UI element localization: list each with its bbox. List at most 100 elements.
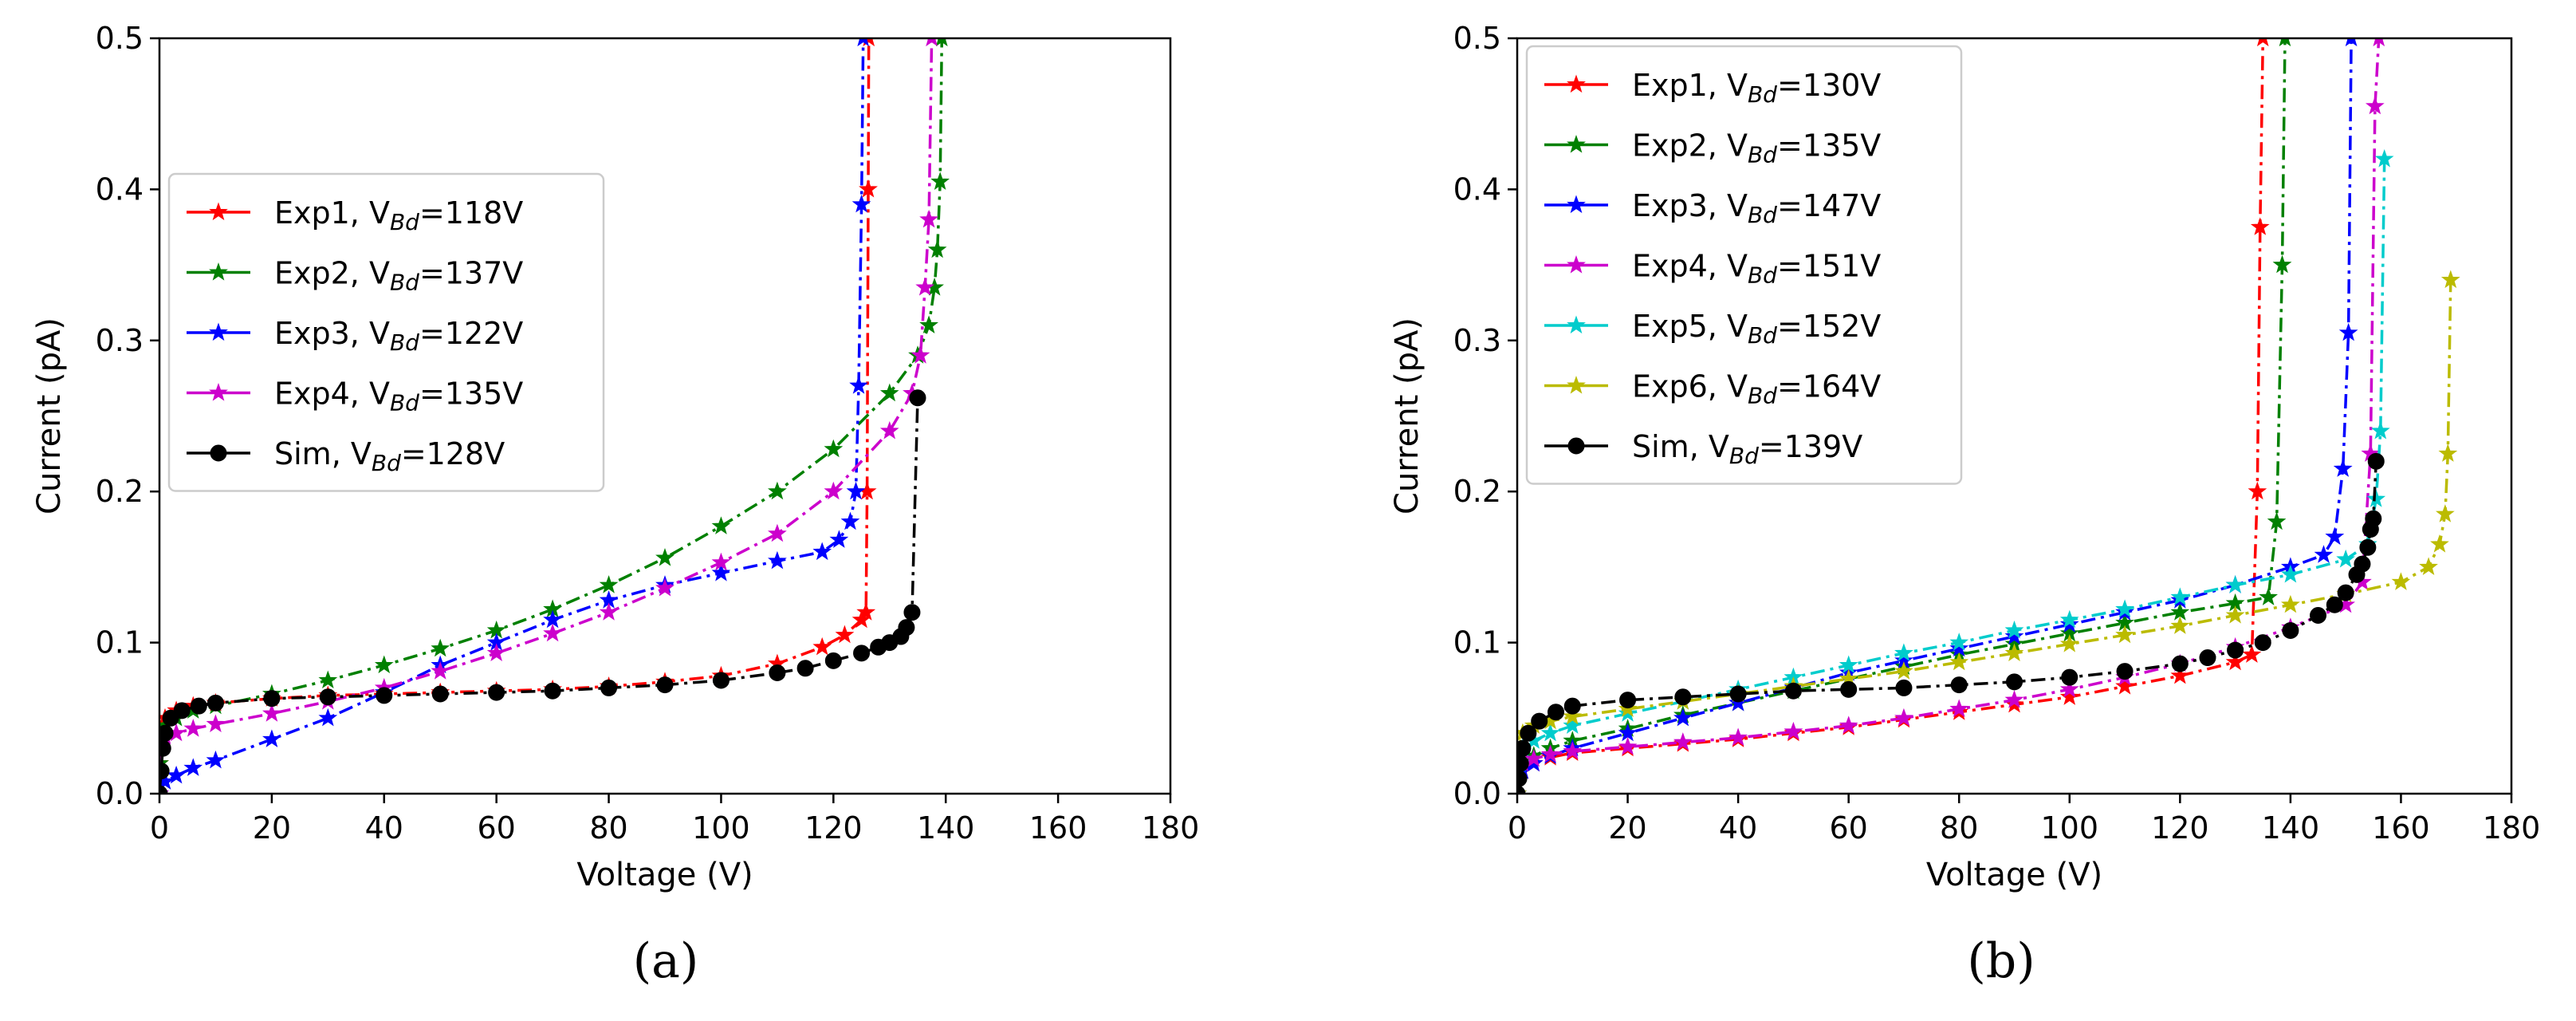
x-tick-label: 60 <box>477 810 515 846</box>
plot-area <box>159 38 950 794</box>
data-point <box>857 38 869 47</box>
data-point <box>2004 690 2024 708</box>
data-point <box>2170 616 2190 634</box>
data-point <box>183 758 203 776</box>
data-point <box>1540 723 1560 742</box>
data-point <box>1895 679 1913 696</box>
data-point <box>2279 38 2291 47</box>
data-point <box>711 552 731 571</box>
data-point <box>2374 149 2394 168</box>
series-sim <box>159 389 926 794</box>
x-tick-label: 140 <box>2262 810 2320 846</box>
data-point <box>167 765 186 784</box>
data-point <box>879 383 899 402</box>
data-point <box>1563 741 1583 760</box>
data-point <box>431 638 450 657</box>
data-point <box>543 623 563 642</box>
legend: Exp1, VBd=118V Exp2, VBd=137V Exp3, VBd=12… <box>167 172 605 492</box>
data-point <box>600 679 618 696</box>
legend-entry: Sim, VBd=128V <box>274 436 505 476</box>
y-tick-label: 0.5 <box>1453 21 1501 56</box>
data-point <box>2061 668 2078 686</box>
data-point <box>2326 596 2343 613</box>
data-point <box>927 239 947 258</box>
data-point <box>1618 736 1638 755</box>
data-point <box>2371 420 2390 440</box>
data-point <box>206 714 226 733</box>
data-point <box>2438 443 2458 462</box>
data-point <box>2366 489 2386 507</box>
data-point <box>909 389 926 407</box>
data-point <box>812 542 832 561</box>
data-point <box>1840 680 1858 698</box>
legend-marker <box>1567 74 1586 93</box>
data-point <box>431 685 449 703</box>
x-tick-label: 120 <box>2151 810 2209 846</box>
data-point <box>2359 538 2377 556</box>
data-point <box>2338 322 2358 341</box>
data-point <box>1949 638 1969 657</box>
legend-entry: Exp3, VBd=147V <box>1632 188 1881 228</box>
data-point <box>488 684 505 701</box>
data-point <box>1729 685 1747 703</box>
legend-entry: Exp3, VBd=122V <box>274 316 523 356</box>
panel-label-a: (a) <box>632 933 699 989</box>
data-point <box>2259 587 2278 605</box>
data-point <box>2435 504 2455 522</box>
x-tick-label: 180 <box>2483 810 2541 846</box>
data-point <box>2115 676 2134 695</box>
data-point <box>1517 770 1528 787</box>
data-point <box>910 345 930 364</box>
x-tick-label: 20 <box>253 810 291 846</box>
chart-panel-a: 0 20 40 60 80 100 120 140 160 180 0.0 0.1 0.2 0.3 0.4 0… <box>31 21 1199 893</box>
y-axis-label: Current (pA) <box>1389 317 1426 514</box>
data-point <box>262 729 281 747</box>
data-point <box>898 619 915 637</box>
legend-marker <box>1567 437 1585 455</box>
series-sim <box>1517 452 2385 794</box>
data-point <box>1728 727 1748 746</box>
data-point <box>543 609 562 629</box>
data-point <box>2242 645 2262 663</box>
x-tick-label: 120 <box>804 810 863 846</box>
data-point <box>829 530 849 548</box>
data-point <box>376 687 393 704</box>
x-tick-label: 140 <box>917 810 975 846</box>
x-tick-label: 60 <box>1829 810 1867 846</box>
series-line-sim <box>1517 461 2378 794</box>
y-tick-label: 0.0 <box>1453 776 1501 811</box>
data-point <box>2365 96 2385 115</box>
data-point <box>2171 655 2189 672</box>
data-point <box>431 661 450 680</box>
legend-entry: Exp6, VBd=164V <box>1632 369 1881 409</box>
data-point <box>173 702 191 719</box>
x-tick-label: 40 <box>365 810 403 846</box>
data-point <box>919 315 938 333</box>
data-point <box>1517 785 1526 794</box>
y-tick-label: 0.3 <box>96 323 144 358</box>
data-point <box>2256 38 2269 47</box>
data-point <box>2116 663 2134 680</box>
data-point <box>2225 605 2245 624</box>
legend-entry: Exp2, VBd=137V <box>274 256 523 296</box>
data-point <box>159 771 175 790</box>
data-point <box>183 719 203 737</box>
data-point <box>655 578 674 597</box>
plot-area <box>1517 38 2460 794</box>
y-tick-label: 0.5 <box>96 21 144 56</box>
data-point <box>796 660 814 677</box>
data-point <box>599 575 619 593</box>
data-point <box>926 38 938 47</box>
data-point <box>486 643 506 662</box>
series-line-exp3 <box>1517 38 2353 794</box>
data-point <box>190 697 207 715</box>
data-point <box>2059 609 2079 629</box>
legend-box <box>1525 45 1963 485</box>
data-point <box>824 439 844 458</box>
x-tick-label: 160 <box>1029 810 1087 846</box>
y-tick-label: 0.4 <box>1453 171 1501 207</box>
legend-marker <box>1567 195 1586 214</box>
legend-marker <box>209 322 228 341</box>
axes-frame <box>158 37 1172 795</box>
